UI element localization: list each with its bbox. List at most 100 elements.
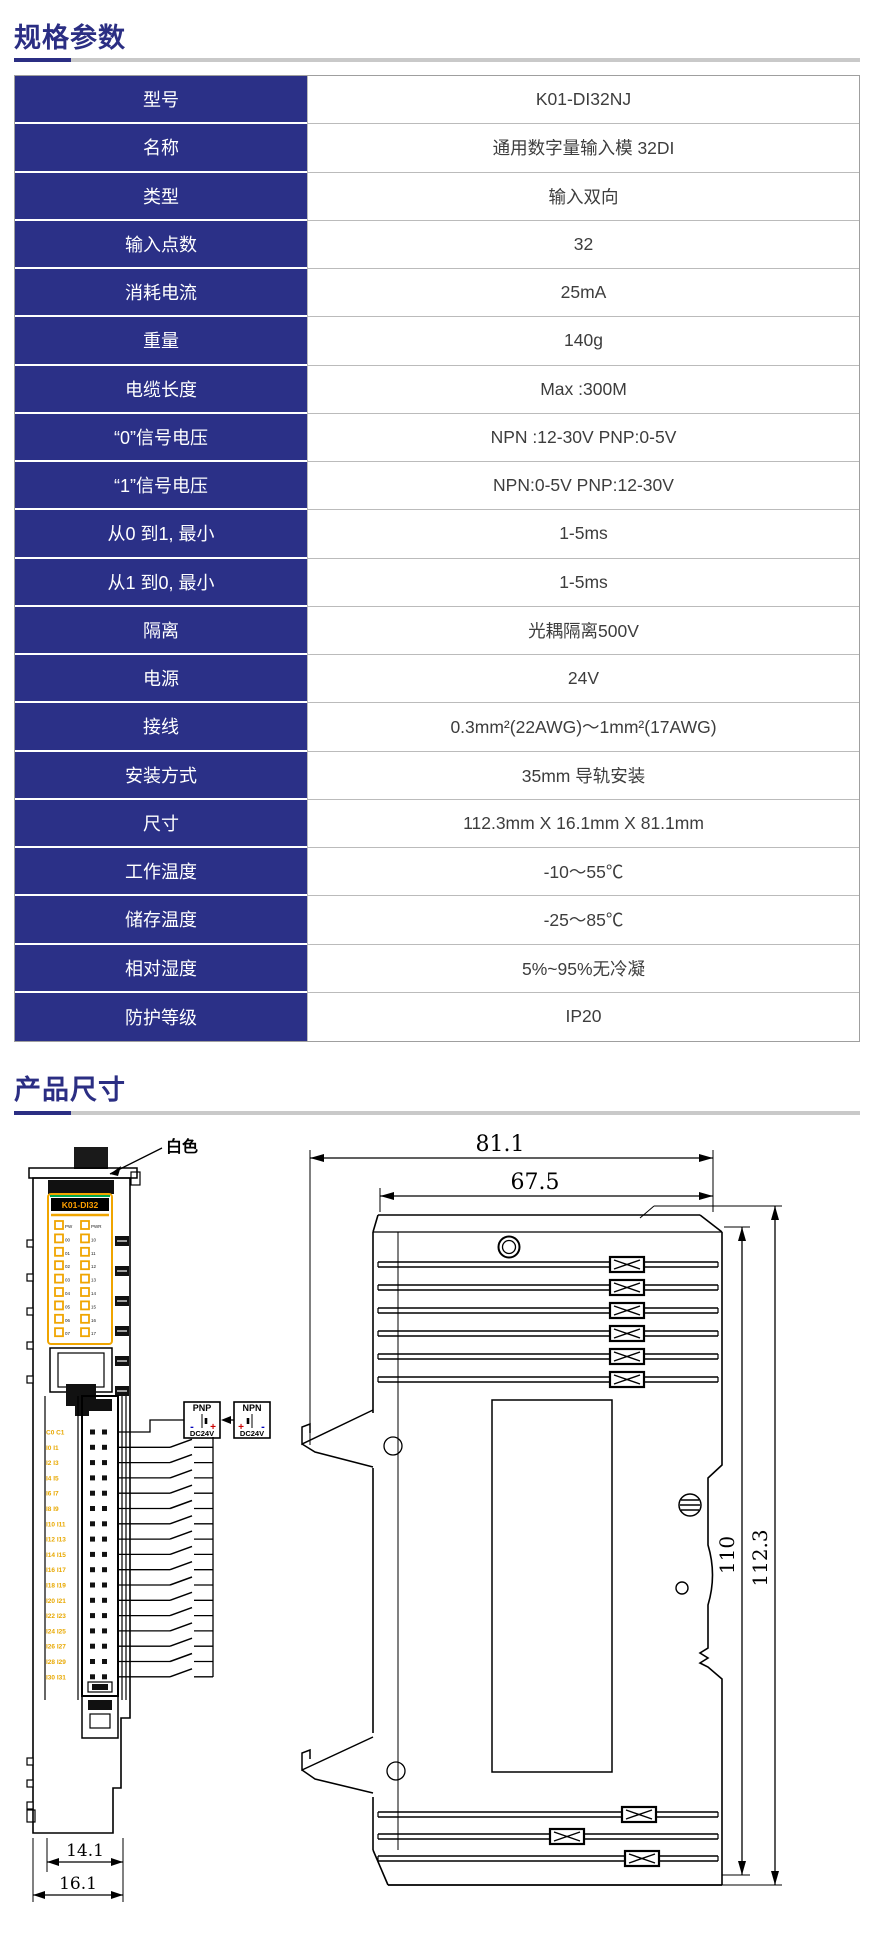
pin-label: I12 I13 [46,1537,66,1544]
led-square [80,1300,90,1311]
spec-table-row: 隔离 光耦隔离500V [15,606,859,655]
led-square [80,1287,90,1297]
connector-pin [102,1460,107,1466]
led-label: 00 [65,1237,71,1242]
mount-tab [26,1239,34,1248]
switch-blade [169,1668,193,1678]
spec-param-label: 尺寸 [15,799,307,848]
pin-label: I20 I21 [46,1598,66,1605]
connector-pin [102,1613,107,1619]
pin-label: I22 I23 [46,1613,66,1620]
pin-label: I6 I7 [46,1491,59,1498]
led-label: 13 [91,1278,97,1283]
connector-pin [102,1475,107,1481]
mount-tab [26,1757,34,1766]
switch-blade [169,1469,193,1479]
spec-param-value: K01-DI32NJ [307,76,859,125]
connector-pin [90,1444,95,1450]
pin-label: I0 I1 [46,1445,59,1452]
pin-label: I28 I29 [46,1659,66,1666]
connector-pin [90,1597,95,1603]
spec-param-label: 工作温度 [15,848,307,897]
connector-pin [102,1628,107,1634]
spec-param-value: NPN :12-30V PNP:0-5V [307,413,859,462]
pin-label: I18 I19 [46,1583,66,1590]
connector-pin [90,1582,95,1588]
connector-pin [102,1582,107,1588]
led-label: 05 [65,1304,71,1309]
pin-label: I16 I17 [46,1567,66,1574]
spec-param-label: 隔离 [15,606,307,655]
wiring-diagram: PNP - + DC24V NPN + - DC24V [118,1401,271,1678]
dim-81-1: 81.1 [476,1132,525,1157]
switch-blade [169,1545,193,1556]
led-square [54,1327,64,1338]
led-square [54,1300,64,1311]
connector-pin [102,1521,107,1527]
led-square [80,1327,90,1338]
connector-pin [90,1613,95,1619]
npn-voltage: DC24V [240,1429,264,1438]
cable-clip-x [625,1809,653,1820]
led-square [54,1273,64,1284]
mount-tab [26,1801,34,1810]
spec-param-label: 电源 [15,655,307,704]
spec-param-value: 5%~95%无冷凝 [307,944,859,993]
switch-blade [169,1453,193,1464]
connector-pin [102,1643,107,1649]
pin-label: I2 I3 [46,1460,59,1467]
spec-table-row: “0”信号电压 NPN :12-30V PNP:0-5V [15,413,859,462]
spec-table-row: 消耗电流 25mA [15,269,859,318]
pin-label: I24 I25 [46,1628,66,1635]
pnp-plus-sign: + [210,1422,216,1433]
pin-label: I26 I27 [46,1644,66,1651]
pnp-voltage: DC24V [190,1429,214,1438]
npn-label: NPN [242,1403,261,1413]
spec-param-value: 140g [307,317,859,366]
spec-param-label: 接线 [15,703,307,752]
spec-param-label: 重量 [15,317,307,366]
pnp-label: PNP [193,1403,212,1413]
spec-table-row: 从1 到0, 最小 1-5ms [15,558,859,607]
led-square [54,1313,64,1324]
ribbon-connector [81,1395,119,1697]
led-square [54,1246,64,1257]
dim-14-1: 14.1 [66,1841,104,1861]
led-label: 06 [65,1318,71,1323]
spec-table-row: 名称 通用数字量输入模 32DI [15,124,859,173]
spec-param-label: 从0 到1, 最小 [15,510,307,559]
spec-param-label: 储存温度 [15,896,307,945]
led-label: PWR [91,1224,102,1229]
spec-param-value: 通用数字量输入模 32DI [307,124,859,173]
led-label: 15 [91,1304,97,1309]
connector-pin [90,1506,95,1511]
led-square [80,1220,90,1230]
led-label: 03 [65,1278,71,1283]
connector-pin [102,1567,107,1573]
spec-param-value: 25mA [307,269,859,318]
led-square [54,1233,64,1244]
connector-pin [90,1490,95,1496]
spec-param-value: Max :300M [307,365,859,414]
pin-label: C0 C1 [46,1430,65,1437]
spec-param-value: -25～85℃ [307,896,859,945]
cable-clip-x [613,1351,641,1362]
spec-param-value: 0.3mm²(22AWG)～1mm²(17AWG) [307,703,859,752]
spec-table: 型号 K01-DI32NJ 名称 通用数字量输入模 32DI 类型 输入双向 输入点数 32 消… [14,75,860,1042]
connector-pins [90,1429,107,1680]
led-label: 16 [91,1318,97,1323]
pnp-supply-box [183,1401,221,1439]
pin-label: I4 I5 [46,1475,59,1482]
led-label: PW [65,1224,73,1229]
spec-param-label: 从1 到0, 最小 [15,558,307,607]
connector-pin [102,1659,107,1664]
spec-param-value: 24V [307,655,859,704]
connector-pin [90,1551,95,1557]
connector-pin [90,1521,95,1527]
connector-pin [102,1429,107,1435]
npn-supply-box [233,1401,271,1439]
mount-tab [26,1273,34,1282]
connector-pin [102,1444,107,1450]
side-tabs [26,1236,129,1810]
